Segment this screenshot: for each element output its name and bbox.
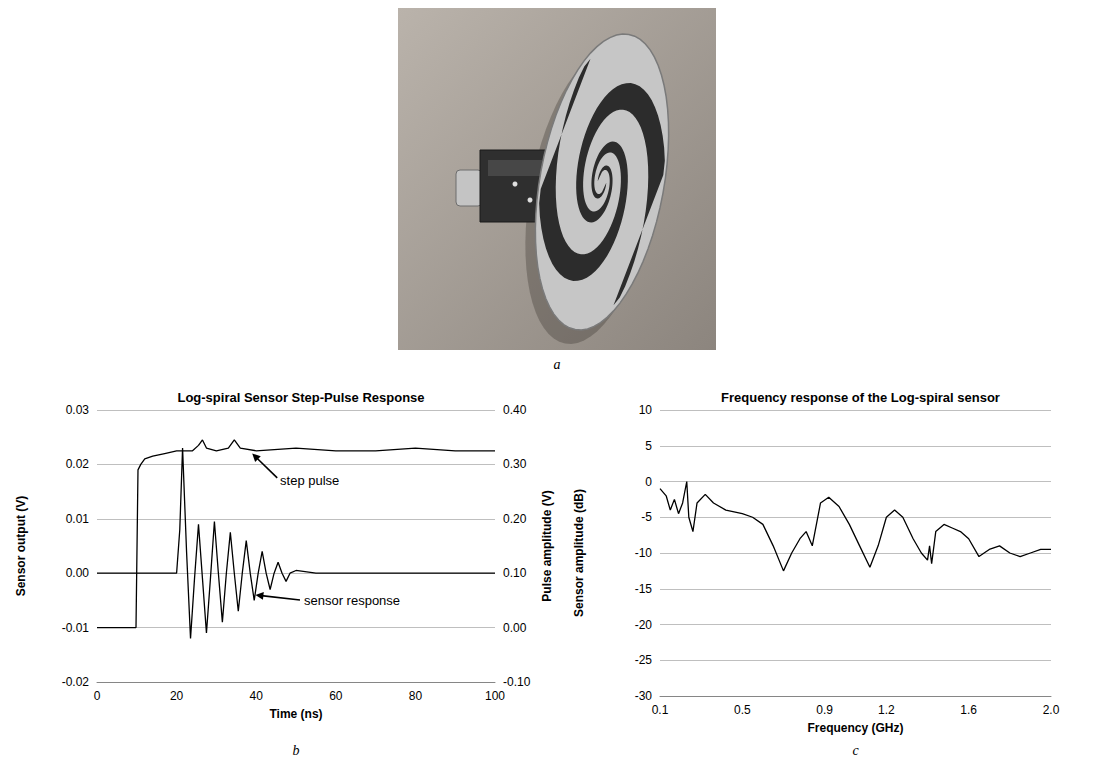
svg-text:60: 60 xyxy=(329,689,343,703)
svg-text:-5: -5 xyxy=(641,510,652,524)
svg-text:0.9: 0.9 xyxy=(816,703,833,717)
svg-text:20: 20 xyxy=(170,689,184,703)
svg-text:0.40: 0.40 xyxy=(503,403,527,417)
svg-text:-0.01: -0.01 xyxy=(62,621,90,635)
svg-text:Sensor output (V): Sensor output (V) xyxy=(14,496,28,597)
svg-text:0.03: 0.03 xyxy=(66,403,90,417)
svg-text:-0.02: -0.02 xyxy=(62,675,90,689)
svg-text:0.1: 0.1 xyxy=(652,703,669,717)
svg-text:sensor response: sensor response xyxy=(304,593,400,608)
svg-text:Sensor amplitude (dB): Sensor amplitude (dB) xyxy=(572,489,586,617)
svg-text:Frequency (GHz): Frequency (GHz) xyxy=(807,721,903,735)
svg-text:10: 10 xyxy=(639,403,653,417)
svg-text:-0.10: -0.10 xyxy=(503,675,531,689)
svg-text:0.02: 0.02 xyxy=(66,457,90,471)
svg-text:0: 0 xyxy=(645,475,652,489)
svg-text:0.10: 0.10 xyxy=(503,566,527,580)
svg-text:Time (ns): Time (ns) xyxy=(269,707,322,721)
svg-text:1.6: 1.6 xyxy=(960,703,977,717)
svg-text:Log-spiral Sensor Step-Pulse R: Log-spiral Sensor Step-Pulse Response xyxy=(177,390,424,405)
svg-text:c: c xyxy=(852,743,859,758)
svg-text:0.5: 0.5 xyxy=(734,703,751,717)
svg-text:-30: -30 xyxy=(635,689,653,703)
svg-text:Frequency response of the Log-: Frequency response of the Log-spiral sen… xyxy=(721,390,1000,405)
svg-text:0.01: 0.01 xyxy=(66,512,90,526)
svg-text:1.2: 1.2 xyxy=(878,703,895,717)
svg-text:-20: -20 xyxy=(635,618,653,632)
svg-text:40: 40 xyxy=(250,689,264,703)
svg-text:a: a xyxy=(554,357,561,372)
svg-text:2.0: 2.0 xyxy=(1043,703,1060,717)
svg-text:-15: -15 xyxy=(635,582,653,596)
svg-text:0.00: 0.00 xyxy=(503,621,527,635)
svg-text:-25: -25 xyxy=(635,653,653,667)
svg-text:-10: -10 xyxy=(635,546,653,560)
svg-text:0.00: 0.00 xyxy=(66,566,90,580)
svg-text:100: 100 xyxy=(485,689,505,703)
svg-text:Pulse amplitude (V): Pulse amplitude (V) xyxy=(540,490,554,601)
svg-text:5: 5 xyxy=(645,439,652,453)
svg-text:0: 0 xyxy=(94,689,101,703)
svg-text:b: b xyxy=(293,743,300,758)
svg-text:0.20: 0.20 xyxy=(503,512,527,526)
svg-text:80: 80 xyxy=(409,689,423,703)
svg-text:0.30: 0.30 xyxy=(503,457,527,471)
svg-text:step pulse: step pulse xyxy=(280,473,339,488)
